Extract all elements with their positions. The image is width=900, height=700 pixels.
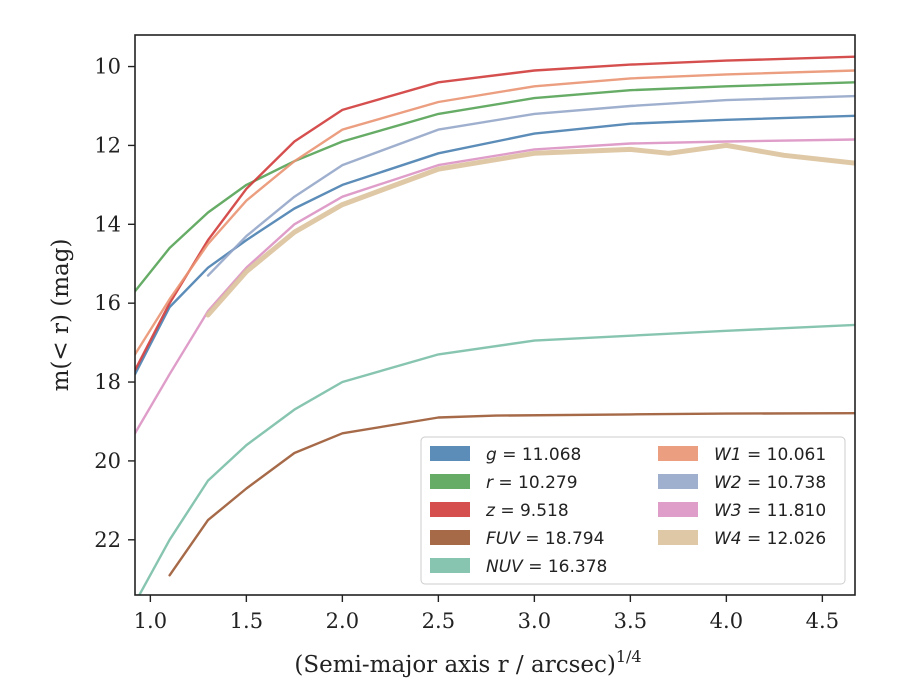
x-tick-label: 2.5: [422, 609, 455, 633]
y-tick-label: 22: [94, 528, 121, 552]
x-axis-label-superscript: 1/4: [616, 647, 642, 666]
x-tick-label: 1.5: [230, 609, 263, 633]
series-line-fuv: [168, 412, 855, 577]
legend-label-w2: W2 = 10.738: [714, 473, 826, 493]
legend-label-fuv: FUV = 18.794: [486, 529, 604, 549]
legend-swatch-w4: [658, 530, 698, 545]
x-tick-label: 1.0: [134, 609, 167, 633]
legend-swatch-g: [430, 446, 470, 461]
legend-label-g: g = 11.068: [486, 445, 581, 465]
y-tick-label: 18: [94, 370, 121, 394]
legend-label-z: z = 9.518: [485, 501, 569, 521]
y-tick-label: 20: [94, 449, 121, 473]
legend-label-nuv: NUV = 16.378: [486, 557, 607, 577]
series-line-w2: [206, 94, 855, 277]
y-tick-label: 12: [94, 133, 121, 157]
x-tick-label: 3.5: [614, 609, 647, 633]
series-layer: [135, 55, 855, 595]
legend-swatch-w3: [658, 502, 698, 517]
legend-swatch-z: [430, 502, 470, 517]
y-axis-ticks: 10 12 14 16 18 20 22: [94, 55, 135, 552]
series-line-nuv: [137, 323, 855, 595]
legend-swatch-fuv: [430, 530, 470, 545]
y-tick-label: 14: [94, 212, 121, 236]
legend-swatch-r: [430, 474, 470, 489]
legend-swatch-w2: [658, 474, 698, 489]
legend: g = 11.068 r = 10.279 z = 9.518 FUV = 18.79…: [420, 436, 846, 585]
x-tick-label: 4.5: [806, 609, 839, 633]
series-line-r: [135, 81, 855, 293]
y-tick-label: 16: [94, 291, 121, 315]
series-line-w4: [205, 142, 855, 318]
x-tick-label: 2.0: [326, 609, 359, 633]
series-line-w3: [135, 138, 855, 435]
legend-swatch-w1: [658, 446, 698, 461]
legend-label-r: r = 10.279: [486, 473, 578, 493]
series-line-w1: [135, 69, 855, 356]
legend-frame: [420, 436, 846, 585]
legend-label-w1: W1 = 10.061: [714, 445, 826, 465]
x-tick-label: 4.0: [710, 609, 743, 633]
series-line-g: [135, 114, 855, 376]
y-axis-label: m(< r) (mag): [48, 239, 74, 392]
legend-label-w3: W3 = 11.810: [714, 501, 826, 521]
plot-frame: [134, 34, 856, 596]
x-axis-ticks: 1.0 1.5 2.0 2.5 3.0 3.5 4.0 4.5: [134, 595, 839, 633]
x-tick-label: 3.0: [518, 609, 551, 633]
x-axis-label: (Semi-major axis r / arcsec)1/4: [294, 647, 641, 678]
legend-label-w4: W4 = 12.026: [714, 529, 826, 549]
x-axis-label-text: (Semi-major axis r / arcsec): [294, 652, 615, 678]
y-tick-label: 10: [94, 55, 121, 79]
legend-swatch-nuv: [430, 558, 470, 573]
